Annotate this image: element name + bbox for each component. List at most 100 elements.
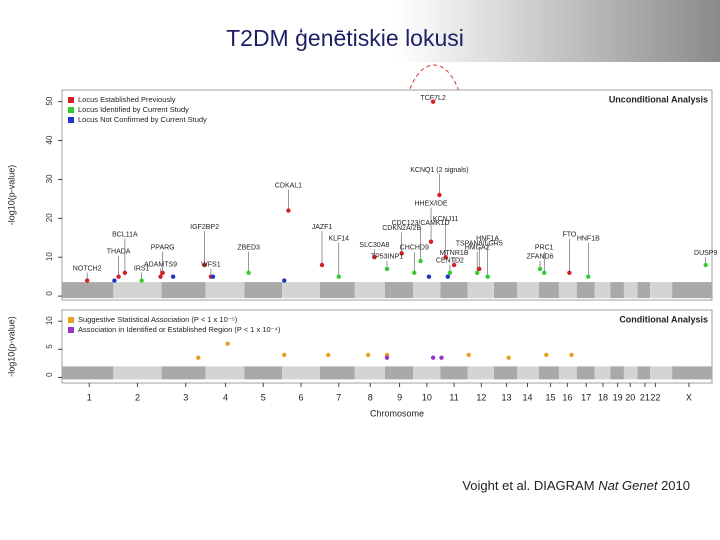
locus-label: SLC30A8: [359, 242, 389, 249]
citation: Voight et al. DIAGRAM Nat Genet 2010: [462, 478, 690, 493]
locus-label: CDKN2A/2B: [382, 225, 421, 232]
background-band: [623, 366, 638, 380]
legend-swatch: [68, 97, 74, 103]
locus-label: CDKAL1: [275, 182, 302, 189]
y-tick-label: 30: [45, 174, 54, 183]
background-band: [62, 282, 114, 299]
background-band: [493, 282, 517, 299]
point: [426, 274, 432, 279]
point: [542, 270, 547, 275]
x-tick-label: 13: [502, 392, 512, 402]
point: [282, 278, 287, 283]
locus-label: HNF1B: [577, 236, 600, 243]
background-band: [672, 366, 712, 380]
background-band: [576, 366, 595, 380]
x-tick-label: 11: [449, 392, 458, 402]
background-band: [244, 282, 283, 299]
point: [158, 274, 163, 279]
locus-label: WFS1: [201, 262, 221, 269]
point: [196, 355, 201, 360]
legend-swatch: [68, 107, 74, 113]
legend-label: Locus Not Confirmed by Current Study: [78, 115, 207, 124]
y-tick-label: 50: [45, 96, 54, 105]
locus-label: TP53INP1: [371, 254, 403, 261]
background-band: [623, 282, 638, 299]
locus-label: FTO: [562, 232, 576, 239]
locus-label: CHCHD9: [400, 245, 429, 252]
point: [336, 274, 341, 279]
y-tick-label: 10: [45, 316, 54, 325]
x-tick-label: 4: [223, 392, 228, 402]
background-band: [282, 282, 320, 299]
background-band: [610, 366, 624, 380]
point: [139, 278, 144, 283]
point: [372, 255, 377, 260]
x-tick-label: 9: [397, 392, 402, 402]
x-tick-label: 14: [522, 392, 532, 402]
point: [384, 355, 390, 360]
legend-label: Association in Identified or Established…: [78, 325, 281, 334]
point: [116, 274, 121, 279]
point: [430, 99, 436, 104]
background-band: [594, 366, 611, 380]
point: [437, 192, 442, 198]
panel-title: Unconditional Analysis: [609, 94, 708, 104]
point: [246, 270, 251, 275]
locus-label: KCNJ11: [433, 216, 459, 223]
background-band: [467, 282, 494, 299]
background-band: [282, 366, 320, 380]
point: [210, 274, 216, 279]
x-tick-label: 1: [87, 392, 92, 402]
locus-label: KLF14: [328, 236, 349, 243]
locus-label: HNF1A: [476, 236, 499, 243]
background-band: [413, 366, 441, 380]
point: [451, 262, 457, 268]
background-band: [637, 282, 651, 299]
legend-label: Suggestive Statistical Association (P < …: [78, 315, 238, 324]
background-band: [354, 282, 385, 299]
point: [384, 266, 390, 272]
point: [506, 355, 511, 360]
point: [412, 270, 417, 275]
x-axis-label: Chromosome: [370, 408, 424, 418]
background-band: [354, 366, 385, 380]
legend-label: Locus Identified by Current Study: [78, 105, 189, 114]
background-band: [161, 282, 206, 299]
point: [474, 270, 480, 275]
point: [439, 355, 444, 360]
locus-label: IRS1: [134, 265, 150, 272]
point: [466, 352, 471, 358]
point: [225, 341, 230, 346]
background-band: [610, 282, 624, 299]
background-band: [637, 366, 651, 380]
x-tick-label: 6: [299, 392, 304, 402]
background-band: [319, 282, 355, 299]
locus-label: ADAMTS9: [144, 262, 177, 269]
y-tick-label: 0: [45, 372, 54, 377]
locus-label: DUSP9: [694, 250, 717, 257]
x-tick-label: 19: [613, 392, 623, 402]
locus-label: THADA: [107, 249, 131, 256]
background-band: [517, 282, 540, 299]
x-tick-label: 22: [650, 392, 660, 402]
background-band: [384, 282, 414, 299]
background-band: [244, 366, 283, 380]
y-axis-label: -log10(p-value): [6, 316, 16, 377]
background-band: [113, 282, 162, 299]
x-tick-label: 21: [640, 392, 650, 402]
header-band: [0, 0, 720, 62]
locus-label: CDC123/CAMK1D: [392, 220, 450, 227]
panel-title: Conditional Analysis: [619, 314, 708, 324]
locus-label: TCF7L2: [420, 95, 445, 102]
y-axis-label: -log10(p-value): [6, 165, 16, 226]
point: [443, 255, 448, 260]
legend-swatch: [68, 117, 74, 123]
x-tick-label: 7: [336, 392, 341, 402]
point: [447, 270, 453, 275]
x-tick-label: X: [686, 392, 692, 402]
point: [703, 262, 708, 268]
point: [202, 262, 207, 268]
background-band: [558, 282, 577, 299]
point: [286, 208, 291, 213]
